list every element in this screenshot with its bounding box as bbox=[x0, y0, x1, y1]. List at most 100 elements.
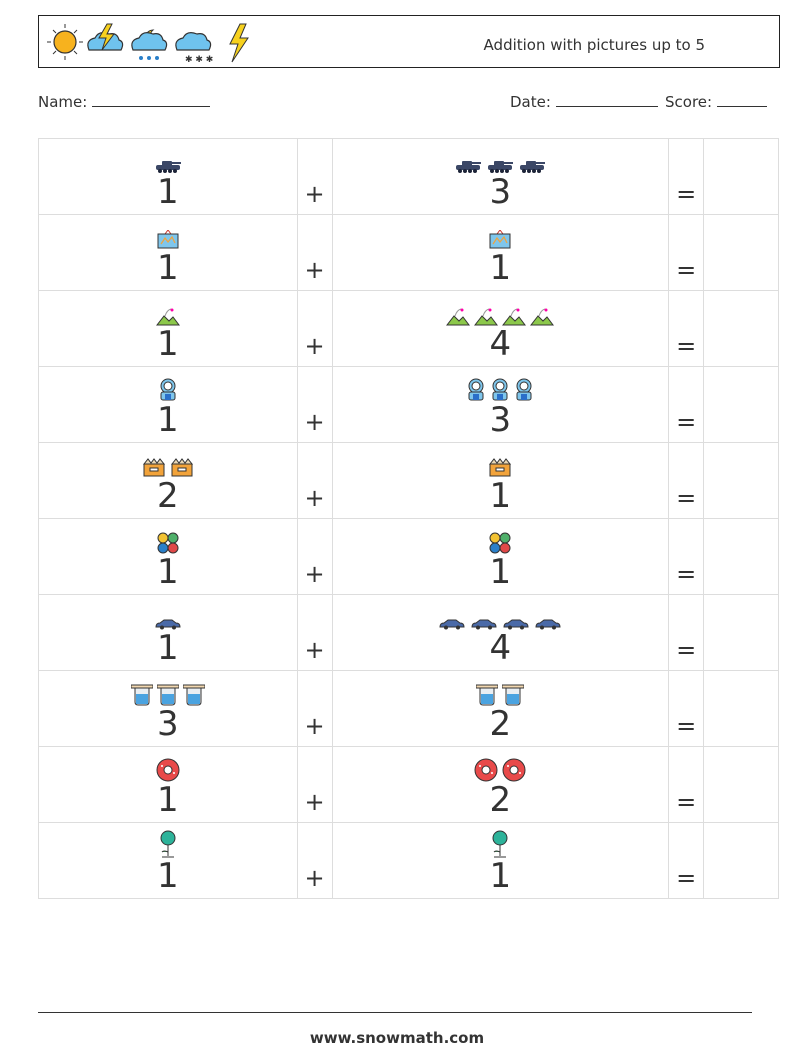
equals-cell: = bbox=[668, 442, 705, 519]
picture-group bbox=[489, 530, 511, 554]
name-field[interactable]: Name: bbox=[38, 93, 211, 111]
worksheet-title: Addition with pictures up to 5 bbox=[483, 36, 705, 54]
answer-cell[interactable] bbox=[703, 518, 779, 595]
box-icon bbox=[142, 458, 166, 478]
answer-cell[interactable] bbox=[703, 366, 779, 443]
map-board-icon bbox=[157, 230, 179, 250]
picture-group bbox=[474, 758, 526, 782]
beaker-icon bbox=[502, 684, 525, 706]
operand-a-cell: 2 bbox=[38, 442, 298, 519]
plus-sign: + bbox=[304, 484, 325, 512]
operand-a-cell: 1 bbox=[38, 822, 298, 899]
astronaut-icon bbox=[466, 378, 486, 402]
problem-row: 3 +2 = bbox=[38, 670, 779, 747]
problem-row: 1 +4 = bbox=[38, 290, 779, 367]
donut-icon bbox=[156, 758, 180, 782]
answer-cell[interactable] bbox=[703, 442, 779, 519]
plus-sign: + bbox=[304, 180, 325, 208]
sun-icon bbox=[47, 24, 83, 60]
plus-cell: + bbox=[296, 594, 333, 671]
operand-b-number: 1 bbox=[489, 552, 512, 592]
date-label: Date: bbox=[510, 93, 551, 111]
equals-sign: = bbox=[676, 712, 697, 740]
operand-b-number: 1 bbox=[489, 476, 512, 516]
operand-a-number: 1 bbox=[156, 628, 179, 668]
answer-cell[interactable] bbox=[703, 138, 779, 215]
operand-a-number: 3 bbox=[156, 704, 179, 744]
equals-cell: = bbox=[668, 214, 705, 291]
name-label: Name: bbox=[38, 93, 88, 111]
balloon-plant-icon bbox=[490, 830, 510, 858]
operand-a-cell: 1 bbox=[38, 518, 298, 595]
car-icon bbox=[534, 618, 562, 630]
answer-cell[interactable] bbox=[703, 822, 779, 899]
operand-b-number: 4 bbox=[489, 628, 512, 668]
operand-a-cell: 1 bbox=[38, 746, 298, 823]
problem-row: 1 +1 = bbox=[38, 822, 779, 899]
picture-group bbox=[157, 530, 179, 554]
operand-a-cell: 1 bbox=[38, 214, 298, 291]
answer-cell[interactable] bbox=[703, 214, 779, 291]
answer-cell[interactable] bbox=[703, 670, 779, 747]
tank-icon bbox=[154, 158, 182, 174]
plus-sign: + bbox=[304, 636, 325, 664]
operand-a-number: 1 bbox=[156, 248, 179, 288]
box-icon bbox=[170, 458, 194, 478]
equals-cell: = bbox=[668, 518, 705, 595]
footer-divider bbox=[38, 1012, 752, 1013]
equals-cell: = bbox=[668, 290, 705, 367]
operand-b-cell: 4 bbox=[331, 594, 670, 671]
plus-cell: + bbox=[296, 746, 333, 823]
plus-cell: + bbox=[296, 138, 333, 215]
problem-row: 1 +3 = bbox=[38, 138, 779, 215]
operand-a-number: 1 bbox=[156, 856, 179, 896]
donut-icon bbox=[474, 758, 498, 782]
beaker-icon bbox=[156, 684, 179, 706]
operand-b-cell: 1 bbox=[331, 442, 670, 519]
snow-cloud-icon: ✱ ✱ ✱ bbox=[175, 32, 213, 64]
picture-group bbox=[158, 378, 178, 402]
operand-b-cell: 1 bbox=[331, 214, 670, 291]
problem-row: 2 +1 = bbox=[38, 442, 779, 519]
picture-group bbox=[155, 302, 180, 326]
answer-cell[interactable] bbox=[703, 594, 779, 671]
answer-cell[interactable] bbox=[703, 746, 779, 823]
tank-icon bbox=[486, 158, 514, 174]
picture-group bbox=[142, 454, 194, 478]
operand-b-cell: 4 bbox=[331, 290, 670, 367]
score-field[interactable]: Score: bbox=[665, 93, 767, 111]
name-blank[interactable] bbox=[92, 93, 211, 107]
operand-a-number: 1 bbox=[156, 400, 179, 440]
plus-sign: + bbox=[304, 332, 325, 360]
operand-b-number: 3 bbox=[489, 172, 512, 212]
plus-cell: + bbox=[296, 822, 333, 899]
operand-b-cell: 3 bbox=[331, 138, 670, 215]
hill-road-icon bbox=[155, 308, 180, 326]
plus-sign: + bbox=[304, 408, 325, 436]
operand-a-number: 1 bbox=[156, 324, 179, 364]
date-field[interactable]: Date: bbox=[510, 93, 658, 111]
date-blank[interactable] bbox=[555, 93, 658, 107]
equals-sign: = bbox=[676, 636, 697, 664]
equals-sign: = bbox=[676, 788, 697, 816]
rain-cloud-moon-icon bbox=[131, 29, 168, 60]
picture-group bbox=[438, 606, 562, 630]
plus-sign: + bbox=[304, 864, 325, 892]
plus-cell: + bbox=[296, 290, 333, 367]
problem-row: 1 +1 = bbox=[38, 518, 779, 595]
hill-road-icon bbox=[474, 308, 499, 326]
equals-cell: = bbox=[668, 594, 705, 671]
picture-group bbox=[154, 150, 182, 174]
weather-icons: ✱ ✱ ✱ bbox=[47, 23, 249, 64]
operand-a-number: 1 bbox=[156, 552, 179, 592]
equals-sign: = bbox=[676, 560, 697, 588]
equals-cell: = bbox=[668, 822, 705, 899]
operand-b-number: 1 bbox=[489, 248, 512, 288]
answer-cell[interactable] bbox=[703, 290, 779, 367]
picture-group bbox=[130, 682, 205, 706]
beaker-icon bbox=[130, 684, 153, 706]
picture-group bbox=[454, 150, 546, 174]
score-blank[interactable] bbox=[716, 93, 767, 107]
car-icon bbox=[502, 618, 530, 630]
problem-grid: 1 +3 = 1 +1 = 1 +4 = 1 +3 = 2 +1 = 1 +1 = 1 +4 = 3 +2 = 1 +2 = 1 +1 = bbox=[38, 138, 779, 899]
